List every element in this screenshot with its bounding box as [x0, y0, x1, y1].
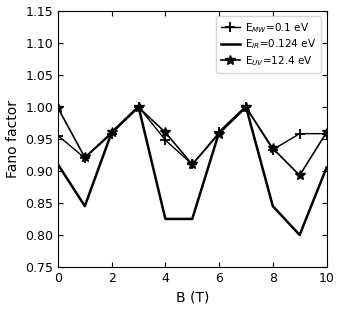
E$_{UV}$=12.4 eV: [83, 156, 87, 159]
E$_{UV}$=12.4 eV: [163, 131, 167, 134]
E$_{IR}$=0.124 eV: [109, 131, 114, 134]
E$_{IR}$=0.124 eV: [136, 105, 140, 108]
E$_{MW}$=0.1 eV: [298, 132, 302, 135]
E$_{MW}$=0.1 eV: [324, 132, 328, 135]
E$_{UV}$=12.4 eV: [271, 147, 275, 150]
E$_{IR}$=0.124 eV: [324, 166, 328, 170]
E$_{MW}$=0.1 eV: [190, 162, 194, 166]
E$_{UV}$=12.4 eV: [298, 174, 302, 177]
E$_{IR}$=0.124 eV: [271, 204, 275, 208]
X-axis label: B (T): B (T): [175, 290, 209, 304]
E$_{UV}$=12.4 eV: [217, 132, 221, 135]
E$_{MW}$=0.1 eV: [109, 132, 114, 135]
E$_{MW}$=0.1 eV: [136, 105, 140, 108]
Legend: E$_{MW}$=0.1 eV, E$_{IR}$=0.124 eV, E$_{UV}$=12.4 eV: E$_{MW}$=0.1 eV, E$_{IR}$=0.124 eV, E$_{…: [216, 16, 321, 73]
E$_{IR}$=0.124 eV: [298, 233, 302, 237]
E$_{IR}$=0.124 eV: [56, 162, 60, 166]
E$_{UV}$=12.4 eV: [244, 105, 248, 109]
E$_{IR}$=0.124 eV: [217, 131, 221, 134]
E$_{IR}$=0.124 eV: [83, 204, 87, 208]
E$_{MW}$=0.1 eV: [163, 138, 167, 142]
Line: E$_{IR}$=0.124 eV: E$_{IR}$=0.124 eV: [58, 107, 326, 235]
E$_{UV}$=12.4 eV: [190, 162, 194, 166]
E$_{MW}$=0.1 eV: [56, 134, 60, 137]
E$_{MW}$=0.1 eV: [244, 105, 248, 108]
E$_{MW}$=0.1 eV: [217, 131, 221, 134]
E$_{IR}$=0.124 eV: [190, 217, 194, 221]
E$_{UV}$=12.4 eV: [56, 106, 60, 110]
Y-axis label: Fano factor: Fano factor: [5, 100, 20, 178]
Line: E$_{MW}$=0.1 eV: E$_{MW}$=0.1 eV: [53, 102, 332, 169]
E$_{MW}$=0.1 eV: [83, 156, 87, 160]
E$_{IR}$=0.124 eV: [163, 217, 167, 221]
E$_{UV}$=12.4 eV: [136, 105, 140, 109]
E$_{UV}$=12.4 eV: [109, 131, 114, 134]
E$_{UV}$=12.4 eV: [324, 131, 328, 134]
Line: E$_{UV}$=12.4 eV: E$_{UV}$=12.4 eV: [53, 103, 332, 180]
E$_{MW}$=0.1 eV: [271, 148, 275, 152]
E$_{IR}$=0.124 eV: [244, 105, 248, 108]
